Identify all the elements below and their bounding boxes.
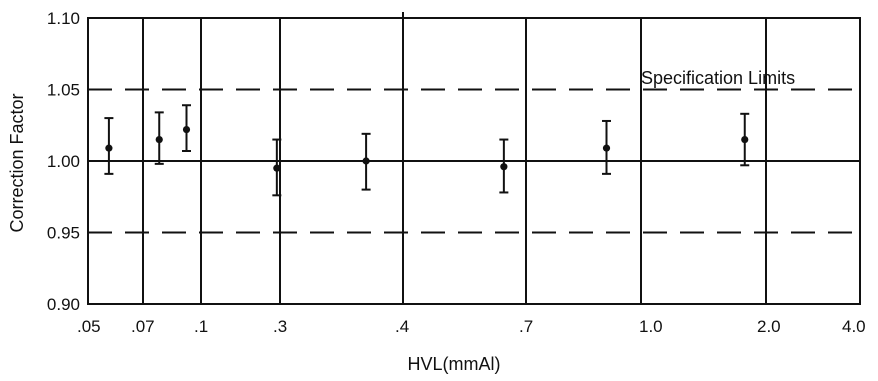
data-point-7	[602, 119, 611, 175]
y-tick-label: 1.10	[47, 9, 80, 28]
x-tick-label: 1.0	[639, 317, 663, 336]
x-tick-label: 4.0	[842, 317, 866, 336]
plot-frame	[87, 17, 861, 305]
y-tick-label: 0.95	[47, 224, 80, 243]
vertical-gridlines	[142, 12, 767, 304]
data-marker	[362, 157, 370, 165]
y-tick-label: 1.00	[47, 152, 80, 171]
data-point-2	[154, 111, 164, 165]
data-point-8	[740, 112, 750, 167]
data-marker	[105, 144, 113, 152]
data-marker	[602, 144, 611, 152]
x-tick-label: 2.0	[757, 317, 781, 336]
data-point-4	[272, 138, 282, 197]
data-marker	[155, 135, 163, 144]
data-points	[104, 104, 750, 197]
data-marker	[273, 164, 281, 172]
x-tick-label: .3	[273, 317, 287, 336]
y-tick-labels: 0.90 0.95 1.00 1.05 1.10	[47, 9, 80, 314]
data-point-3	[182, 104, 191, 152]
data-point-1	[104, 117, 114, 175]
x-tick-label: .1	[194, 317, 208, 336]
data-marker	[741, 135, 749, 144]
reference-lines	[88, 88, 860, 234]
y-tick-label: 1.05	[47, 81, 80, 100]
data-marker	[182, 125, 191, 134]
data-point-6	[499, 138, 509, 194]
x-tick-labels: .05 .07 .1 .3 .4 .7 1.0 2.0 4.0	[77, 317, 866, 336]
x-tick-label: .05	[77, 317, 101, 336]
y-axis-title: Correction Factor	[7, 93, 27, 232]
x-tick-label: .4	[395, 317, 409, 336]
x-tick-label: .07	[131, 317, 155, 336]
y-tick-label: 0.90	[47, 295, 80, 314]
x-tick-label: .7	[519, 317, 533, 336]
data-point-5	[361, 132, 371, 191]
data-marker	[500, 163, 508, 171]
specification-limits-label: Specification Limits	[641, 68, 795, 88]
x-axis-title: HVL(mmAl)	[408, 354, 501, 374]
